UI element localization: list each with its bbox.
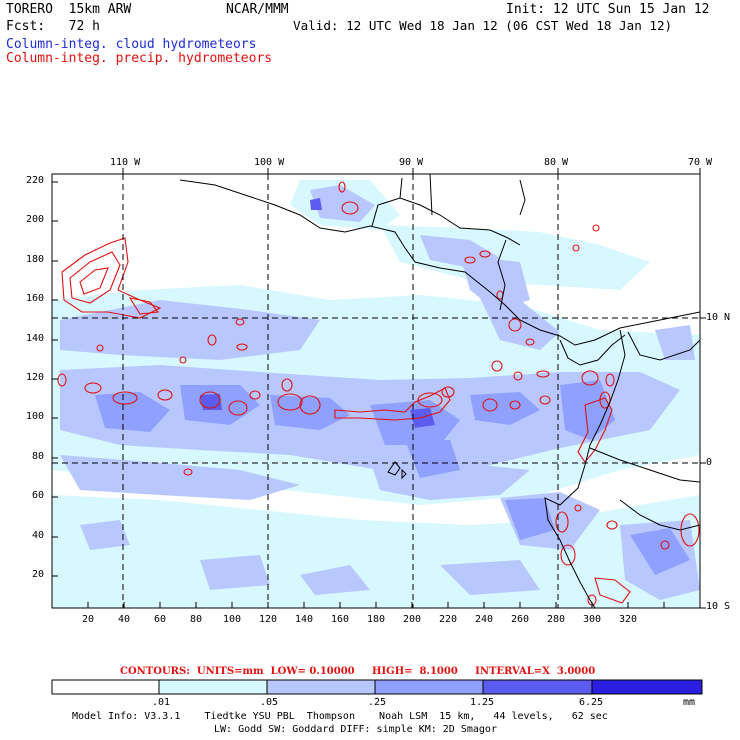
- y-tick-label: 60: [32, 490, 45, 501]
- colorbar-level-label: .05: [260, 697, 279, 708]
- forecast-hour: Fcst: 72 h: [6, 19, 100, 34]
- x-tick-label: 200: [403, 614, 422, 625]
- colorbar-swatch: [483, 680, 592, 694]
- x-tick-label: 120: [259, 614, 278, 625]
- lon-label: 90 W: [399, 157, 424, 168]
- lat-label: 10 S: [706, 601, 731, 612]
- colorbar-swatch: [375, 680, 483, 694]
- valid-time: Valid: 12 UTC Wed 18 Jan 12 (06 CST Wed …: [293, 18, 673, 33]
- model-physics: LW: Godd SW: Goddard DIFF: simple KM: 2D…: [214, 724, 497, 735]
- lat-label: 0: [706, 457, 713, 468]
- model-info: Model Info: V3.3.1 Tiedtke YSU PBL Thomp…: [72, 711, 608, 722]
- x-tick-label: 220: [439, 614, 458, 625]
- lon-label: 70 W: [688, 157, 713, 168]
- field-precip-label: Column-integ. precip. hydrometeors: [6, 51, 273, 66]
- x-tick-label: 320: [619, 614, 638, 625]
- y-tick-label: 20: [32, 569, 45, 580]
- colorbar-swatch: [159, 680, 267, 694]
- colorbar: [51, 679, 703, 695]
- x-tick-label: 300: [583, 614, 602, 625]
- coastlines: [179, 174, 700, 608]
- y-tick-label: 120: [26, 372, 45, 383]
- contour-info: CONTOURS: UNITS=mm LOW= 0.10000 HIGH= 8.…: [120, 666, 596, 677]
- model-title: TORERO 15km ARW: [6, 2, 132, 17]
- y-tick-label: 140: [26, 333, 45, 344]
- axis-ticks: [52, 168, 706, 609]
- lon-label: 100 W: [254, 157, 285, 168]
- x-tick-label: 140: [295, 614, 314, 625]
- y-tick-label: 80: [32, 451, 45, 462]
- colorbar-swatch: [267, 680, 375, 694]
- y-tick-label: 180: [26, 254, 45, 265]
- x-tick-label: 80: [190, 614, 203, 625]
- colorbar-units: mm: [683, 697, 696, 708]
- colorbar-level-label: .01: [152, 697, 171, 708]
- org-label: NCAR/MMM: [226, 2, 289, 17]
- y-tick-label: 40: [32, 530, 45, 541]
- colorbar-swatch: [592, 680, 702, 694]
- colorbar-level-label: 1.25: [470, 697, 495, 708]
- x-tick-label: 40: [118, 614, 131, 625]
- y-tick-label: 200: [26, 214, 45, 225]
- x-tick-label: 60: [154, 614, 167, 625]
- hydrometeor-field: [52, 174, 700, 608]
- colorbar-level-label: 6.25: [579, 697, 604, 708]
- colorbar-swatch: [52, 680, 159, 694]
- lon-label: 80 W: [544, 157, 569, 168]
- lat-label: 10 N: [706, 312, 731, 323]
- y-tick-label: 160: [26, 293, 45, 304]
- lon-label: 110 W: [110, 157, 141, 168]
- cloud-shade-deep: [200, 198, 435, 428]
- x-tick-label: 160: [331, 614, 350, 625]
- colorbar-level-label: .25: [368, 697, 387, 708]
- x-tick-label: 280: [547, 614, 566, 625]
- x-tick-label: 100: [223, 614, 242, 625]
- latlon-grid: [52, 174, 700, 608]
- x-tick-label: 240: [475, 614, 494, 625]
- x-tick-label: 260: [511, 614, 530, 625]
- y-tick-label: 100: [26, 411, 45, 422]
- y-tick-label: 220: [26, 175, 45, 186]
- x-tick-label: 180: [367, 614, 386, 625]
- field-cloud-label: Column-integ. cloud hydrometeors: [6, 37, 257, 52]
- x-tick-label: 20: [82, 614, 95, 625]
- init-time: Init: 12 UTC Sun 15 Jan 12: [506, 2, 710, 17]
